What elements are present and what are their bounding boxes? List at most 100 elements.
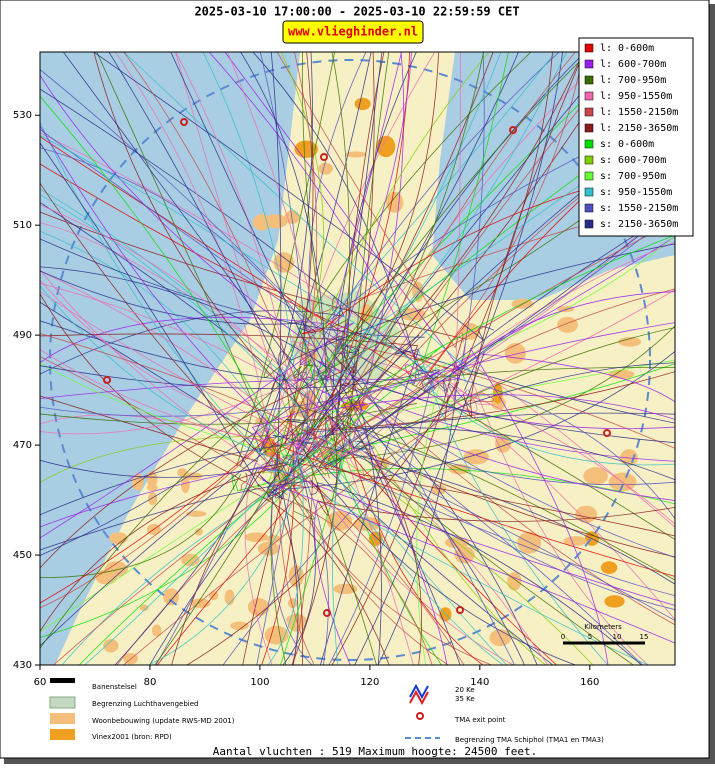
- flight-track: [279, 479, 315, 665]
- flight-track: [310, 52, 375, 503]
- urban-area: [230, 621, 249, 631]
- flight-track: [298, 458, 675, 537]
- flight-track: [40, 314, 355, 539]
- flight-track: [40, 279, 282, 436]
- flight-track: [332, 52, 626, 433]
- flight-track: [472, 365, 675, 528]
- urban-area: [618, 337, 642, 347]
- flight-track: [320, 388, 644, 665]
- flight-track: [318, 52, 584, 423]
- legend-label: l: 1550-2150m: [600, 107, 678, 118]
- flight-track: [324, 358, 675, 626]
- key-runways-icon: [50, 678, 75, 683]
- flight-track: [186, 381, 459, 665]
- flight-track: [278, 243, 675, 366]
- tma-boundary: [49, 59, 651, 661]
- urban-area: [557, 316, 578, 333]
- urban-area: [244, 532, 269, 542]
- key-35ke-icon: [409, 689, 429, 706]
- urban-area: [181, 476, 190, 494]
- legend-label: l: 2150-3650m: [600, 123, 678, 134]
- urban-area: [109, 532, 128, 545]
- urban-area: [264, 214, 288, 229]
- flight-track: [302, 323, 461, 665]
- key-20ke: 20 Ke: [455, 686, 475, 694]
- legend-label: s: 950-1550m: [600, 187, 672, 198]
- flight-track: [40, 142, 260, 488]
- flight-track: [156, 484, 308, 665]
- flight-track: [40, 378, 417, 399]
- flight-track: [281, 52, 586, 489]
- flight-track: [40, 454, 295, 478]
- legend-swatch: [584, 91, 594, 101]
- flight-track: [310, 482, 643, 665]
- flight-track: [317, 361, 675, 558]
- flight-track: [322, 374, 675, 462]
- key-runways: Banenstelsel: [92, 683, 137, 691]
- flight-track: [40, 282, 327, 408]
- flight-track: [462, 52, 585, 417]
- flight-track: [62, 52, 356, 451]
- flight-track: [274, 350, 675, 499]
- flight-track: [422, 52, 509, 364]
- y-tick-label: 450: [13, 550, 32, 561]
- flight-track: [114, 52, 277, 492]
- flight-track: [170, 52, 375, 450]
- flight-track: [349, 241, 675, 480]
- flight-track: [276, 52, 464, 349]
- flight-track: [53, 362, 466, 665]
- flight-track: [236, 52, 336, 467]
- flight-track: [260, 52, 617, 500]
- flight-track: [40, 333, 329, 458]
- flight-track: [464, 52, 564, 391]
- flight-track: [40, 333, 433, 361]
- urban-area: [517, 531, 542, 554]
- legend-label: s: 1550-2150m: [600, 203, 678, 214]
- urban-area: [507, 572, 522, 591]
- x-tick-label: 100: [250, 677, 269, 688]
- flight-track: [123, 52, 472, 384]
- key-housing-icon: [50, 713, 75, 724]
- legend-label: s: 0-600m: [600, 139, 654, 150]
- flight-track: [267, 207, 675, 497]
- flight-track: [262, 448, 493, 665]
- flight-track: [327, 325, 675, 468]
- scale-tick-label: 10: [613, 633, 622, 641]
- urban-area: [604, 595, 625, 608]
- flight-track: [280, 52, 324, 320]
- flight-track: [291, 410, 338, 665]
- urban-area: [600, 561, 618, 575]
- flight-track: [40, 238, 425, 338]
- urban-area: [224, 589, 235, 606]
- flight-track: [40, 129, 419, 396]
- urban-area: [583, 467, 608, 485]
- key-vinex: Vinex2001 (bron: RPD): [92, 733, 172, 741]
- flight-track: [171, 382, 351, 665]
- urban-area: [147, 492, 158, 506]
- x-tick-label: 160: [580, 677, 599, 688]
- y-tick-label: 510: [13, 220, 32, 231]
- flight-track: [240, 52, 340, 453]
- badge-box: [282, 20, 424, 44]
- key-exit-icon: [416, 712, 424, 720]
- flight-track: [295, 419, 377, 665]
- footer: Aantal vluchten : 519 Maximum hoogte: 24…: [213, 745, 538, 758]
- key-tma: Begrenzing TMA Schiphol (TMA1 en TMA3): [455, 736, 604, 744]
- legend-swatch: [584, 203, 594, 213]
- flight-track: [256, 359, 329, 665]
- flight-track: [271, 442, 675, 577]
- flight-track: [40, 463, 291, 633]
- flight-track: [40, 356, 288, 496]
- legend-label: l: 0-600m: [600, 43, 654, 54]
- flight-track: [441, 289, 675, 412]
- north-sea: [40, 52, 300, 665]
- flight-track: [317, 52, 502, 414]
- legend-label: s: 700-950m: [600, 171, 666, 182]
- urban-area: [318, 162, 333, 175]
- flight-track: [312, 434, 675, 622]
- legend-swatch: [584, 219, 594, 229]
- flight-track: [444, 52, 553, 421]
- flight-track: [40, 136, 417, 379]
- urban-area: [294, 140, 318, 158]
